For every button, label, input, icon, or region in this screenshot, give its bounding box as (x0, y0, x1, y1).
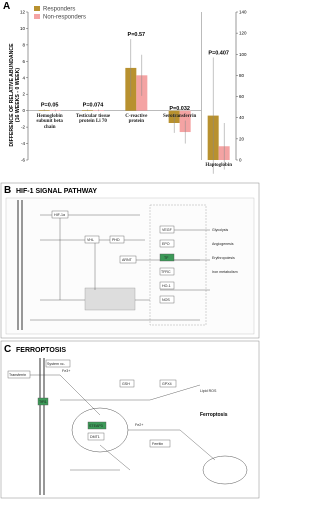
legend-label: Responders (43, 7, 75, 13)
panel-label: B (4, 185, 11, 196)
x-tick-label: C-reactive protein (125, 113, 148, 125)
node-label: GPX4 (162, 382, 172, 386)
node (159, 281, 175, 290)
node-label: Transferrin (9, 373, 26, 377)
complex-region (84, 287, 136, 311)
p-value: P=0.407 (208, 50, 229, 56)
x-tick-label: Haptoglobin (205, 163, 232, 168)
node-label: HO-1 (162, 284, 171, 288)
y-tick-label: 0 (22, 108, 25, 113)
y-label: DIFFERENCE OF RELATIVE ABUNDANCE (9, 43, 15, 147)
outcome-label: Glycolysis (212, 228, 228, 232)
node (149, 439, 171, 448)
y2-tick-label: 140 (239, 10, 247, 15)
nucleus (149, 204, 207, 326)
y-tick-label: 10 (20, 26, 26, 31)
node-label: ARNT (122, 258, 133, 262)
outcome-label: Iron metabolism (212, 270, 238, 274)
node-label: TF (164, 256, 169, 260)
node (87, 432, 105, 441)
node-label: EPO (162, 242, 170, 246)
figure-canvas: A DIFFERENCE OF RELATIVE ABUNDANCE (16 W… (0, 1, 260, 499)
x-tick-label: Testicular tissue protein Li 70 (75, 113, 111, 125)
node-highlight (37, 397, 49, 406)
node (45, 359, 71, 368)
x-tick-label: Serotransferrin (163, 113, 197, 119)
y2-tick-label: 120 (239, 31, 247, 36)
node (159, 379, 177, 388)
y-tick-label: -4 (21, 141, 25, 146)
y2-tick-label: 80 (239, 73, 245, 78)
node (119, 255, 137, 264)
panel-label: A (3, 1, 10, 12)
node (159, 295, 175, 304)
node (84, 235, 100, 244)
panel-title: FERROPTOSIS (16, 347, 66, 354)
node (7, 370, 31, 379)
p-value: P=0.05 (41, 102, 59, 108)
legend-label: Non-responders (43, 15, 86, 21)
legend-swatch (34, 6, 40, 11)
y-tick-label: -2 (21, 125, 25, 130)
y-label: (16 WEEKS - 0 WEEK) (15, 68, 21, 122)
y-tick-label: 6 (22, 59, 25, 64)
panel-c: C FERROPTOSIS Transferrin TfR1 Fe3+ Fe2+… (0, 340, 260, 499)
panel-label: C (4, 344, 11, 355)
node-label: STEAP3 (89, 424, 103, 428)
pathway-lines (20, 374, 216, 471)
node-label: GSH (122, 382, 130, 386)
node (159, 225, 175, 234)
node-highlight (87, 421, 107, 430)
p-value: P=0.032 (169, 106, 190, 112)
y2-tick-label: 60 (239, 94, 245, 99)
node-label: PHD (112, 238, 120, 242)
node (51, 210, 69, 219)
p-value: P=0.074 (83, 102, 105, 108)
panel-frame (0, 340, 260, 499)
node (109, 235, 125, 244)
node (159, 239, 175, 248)
panel-frame (0, 182, 260, 339)
outcome-label: Erythropoiesis (212, 256, 235, 260)
x-tick-label: Hemoglobin subunit beta chain (36, 113, 63, 130)
outcome-label: Angiogenesis (212, 242, 234, 246)
node-label: Lipid ROS (200, 389, 217, 393)
node-label: TFRC (161, 270, 171, 274)
y-tick-label: 12 (20, 10, 26, 15)
node-highlight (159, 253, 175, 262)
mitochondrion (202, 455, 248, 485)
legend-swatch (34, 14, 40, 19)
node-label: Fe3+ (62, 369, 70, 373)
outcome-label: Ferroptosis (200, 412, 228, 418)
y-tick-label: 4 (22, 75, 25, 80)
node-label: NOS (162, 298, 170, 302)
node-label: DMT1 (90, 435, 100, 439)
endosome (71, 407, 129, 453)
node-label: VEGF (162, 228, 173, 232)
y2-tick-label: 100 (239, 52, 247, 57)
panel-b: B HIF-1 SIGNAL PATHWAY HIF-1α VHL PHD AR… (0, 182, 260, 339)
node-label: Fe2+ (135, 423, 143, 427)
pathway-area (5, 197, 255, 335)
node-label: System xc- (47, 362, 66, 366)
figure: A DIFFERENCE OF RELATIVE ABUNDANCE (16 W… (0, 1, 260, 499)
y2-tick-label: 20 (239, 136, 245, 141)
node-label: TfR1 (39, 400, 47, 404)
y-tick-label: 2 (22, 92, 25, 97)
p-value: P=0.57 (128, 32, 146, 38)
y2-tick-label: 0 (239, 158, 242, 163)
y-tick-label: -6 (21, 158, 25, 163)
node-label: Ferritin (152, 442, 163, 446)
y2-tick-label: 40 (239, 115, 245, 120)
panel-title: HIF-1 SIGNAL PATHWAY (16, 188, 97, 195)
y-tick-label: 8 (22, 42, 25, 47)
node-label: VHL (87, 238, 94, 242)
node (159, 267, 175, 276)
node-label: HIF-1α (54, 213, 65, 217)
node (119, 379, 135, 388)
